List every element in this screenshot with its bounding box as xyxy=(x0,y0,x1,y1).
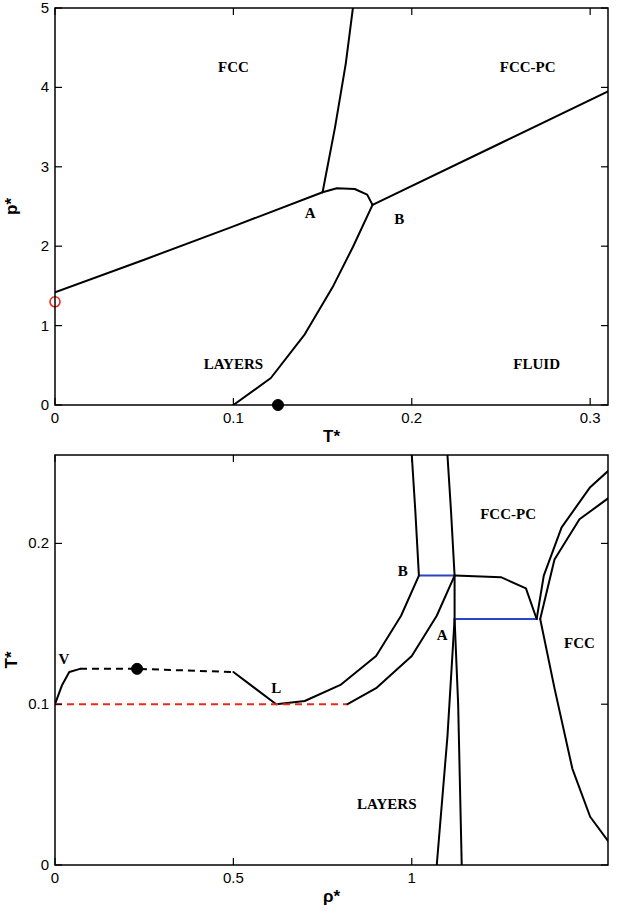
y-tick xyxy=(601,87,608,88)
region-label: B xyxy=(394,211,404,227)
x-tick xyxy=(54,8,55,15)
phase-boundary xyxy=(455,618,537,620)
phase-boundary xyxy=(540,498,608,619)
x-tick-label: 1 xyxy=(408,869,416,886)
plot-frame xyxy=(55,8,608,405)
phase-diagrams: 0 0.1 0.2 0.3 0 1 2 3 4 5 T* p* FCC FCC-PC LAYERS FLUID… xyxy=(0,0,621,920)
x-tick xyxy=(411,858,412,865)
x-tick xyxy=(233,398,234,405)
y-tick xyxy=(601,704,608,705)
phase-boundaries xyxy=(55,8,608,405)
y-tick xyxy=(601,246,608,247)
y-tick-label: 1 xyxy=(41,317,49,334)
y-tick xyxy=(601,166,608,167)
y-tick-label: 3 xyxy=(41,158,49,175)
x-tick xyxy=(590,398,591,405)
y-tick xyxy=(601,325,608,326)
region-label: FCC xyxy=(564,635,595,651)
y-tick xyxy=(55,87,62,88)
plot-frame xyxy=(55,455,608,865)
phase-boundaries xyxy=(55,455,608,865)
region-label: A xyxy=(437,627,448,643)
x-tick xyxy=(411,8,412,15)
phase-boundary xyxy=(437,455,455,865)
phase-boundary xyxy=(55,192,323,292)
phase-boundary xyxy=(412,455,419,576)
y-tick xyxy=(55,543,62,544)
x-tick-label: 0.3 xyxy=(580,409,601,426)
y-tick xyxy=(55,404,62,405)
region-label: FCC xyxy=(218,59,249,75)
x-tick xyxy=(54,398,55,405)
x-tick-label: 0.5 xyxy=(223,869,244,886)
phase-boundary xyxy=(348,576,455,705)
phase-boundary xyxy=(233,205,372,405)
phase-boundary xyxy=(419,575,455,577)
x-tick xyxy=(233,8,234,15)
region-label: LAYERS xyxy=(204,356,263,372)
y-tick xyxy=(601,7,608,8)
phase-boundary xyxy=(233,576,419,705)
y-tick xyxy=(55,325,62,326)
x-tick xyxy=(233,858,234,865)
x-tick xyxy=(54,455,55,462)
x-axis-title: ρ* xyxy=(323,887,341,906)
region-label: V xyxy=(58,651,69,667)
x-tick-label: 0 xyxy=(51,869,59,886)
x-axis-title: T* xyxy=(323,427,340,446)
state-point xyxy=(132,663,143,674)
y-tick xyxy=(55,704,62,705)
phase-boundary xyxy=(455,576,537,619)
x-tick xyxy=(233,455,234,462)
phase-boundary xyxy=(323,188,373,205)
x-tick xyxy=(54,858,55,865)
x-tick xyxy=(411,455,412,462)
y-tick-label: 0.1 xyxy=(28,695,49,712)
x-tick-label: 0 xyxy=(51,409,59,426)
y-tick-label: 4 xyxy=(41,78,49,95)
y-tick xyxy=(55,246,62,247)
y-tick xyxy=(55,864,62,865)
phase-boundary xyxy=(55,669,80,704)
region-label: FCC-PC xyxy=(480,506,536,522)
y-tick-label: 5 xyxy=(41,0,49,16)
phase-boundary xyxy=(537,471,608,619)
phase-boundary xyxy=(540,619,608,841)
region-label: L xyxy=(271,680,281,696)
phase-boundary xyxy=(80,669,233,672)
region-label: LAYERS xyxy=(357,796,416,812)
y-tick-label: 0 xyxy=(41,396,49,413)
y-tick xyxy=(601,543,608,544)
y-tick-label: 2 xyxy=(41,237,49,254)
phase-boundary xyxy=(323,8,353,192)
region-label: FLUID xyxy=(513,356,560,372)
y-tick xyxy=(55,7,62,8)
x-tick xyxy=(411,398,412,405)
region-label: FCC-PC xyxy=(500,59,556,75)
y-tick-label: 0.2 xyxy=(28,534,49,551)
y-tick xyxy=(601,404,608,405)
x-tick-label: 0.2 xyxy=(401,409,422,426)
phase-boundary xyxy=(373,91,608,205)
y-axis-title: p* xyxy=(2,198,21,215)
state-points xyxy=(50,297,283,411)
phase-boundary xyxy=(55,703,348,705)
region-label: A xyxy=(305,205,316,221)
x-tick xyxy=(590,8,591,15)
x-tick-label: 0.1 xyxy=(223,409,244,426)
state-points xyxy=(132,663,143,674)
y-tick xyxy=(601,864,608,865)
phase-boundary xyxy=(455,619,462,865)
y-tick xyxy=(55,166,62,167)
y-tick-label: 0 xyxy=(41,856,49,873)
region-label: B xyxy=(398,563,408,579)
y-axis-title: T* xyxy=(2,651,21,668)
